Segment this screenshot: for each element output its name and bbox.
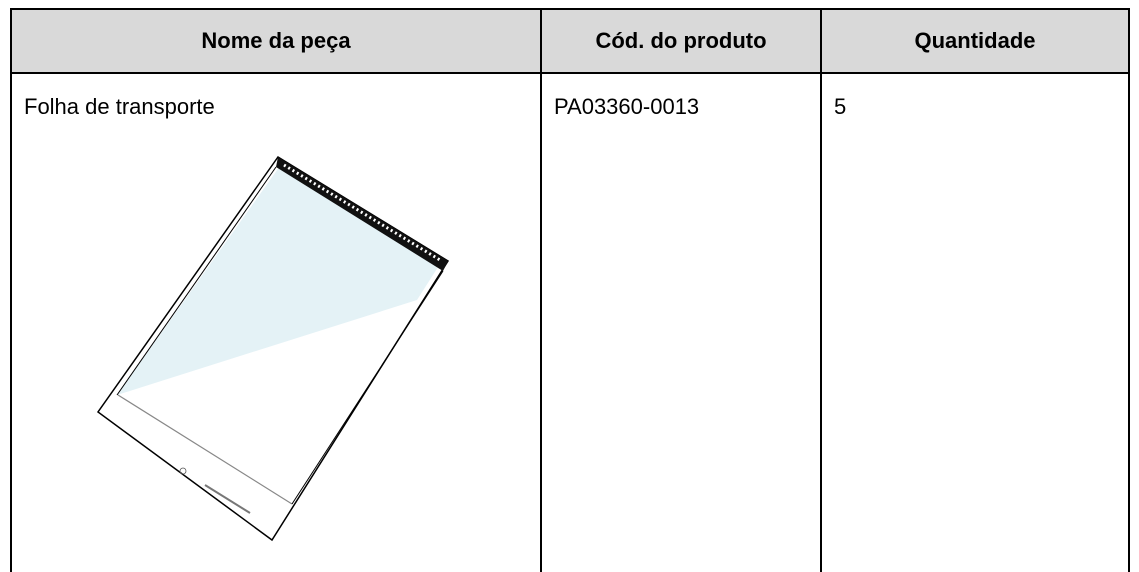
- cell: PA03360-0013: [540, 72, 822, 572]
- header-cell: Nome da peça: [10, 8, 542, 74]
- cell-text: 5: [834, 94, 847, 119]
- header-cell: Cód. do produto: [540, 8, 822, 74]
- cell: 5: [820, 72, 1130, 572]
- cell-text: PA03360-0013: [554, 94, 700, 119]
- cell-text: Folha de transporte: [24, 94, 215, 119]
- carrier-sheet-illustration: [96, 155, 450, 542]
- header-row: Nome da peça Cód. do produto Quantidade: [10, 8, 1130, 74]
- header-cell: Quantidade: [820, 8, 1130, 74]
- page: Nome da peça Cód. do produto Quantidade …: [10, 8, 1130, 572]
